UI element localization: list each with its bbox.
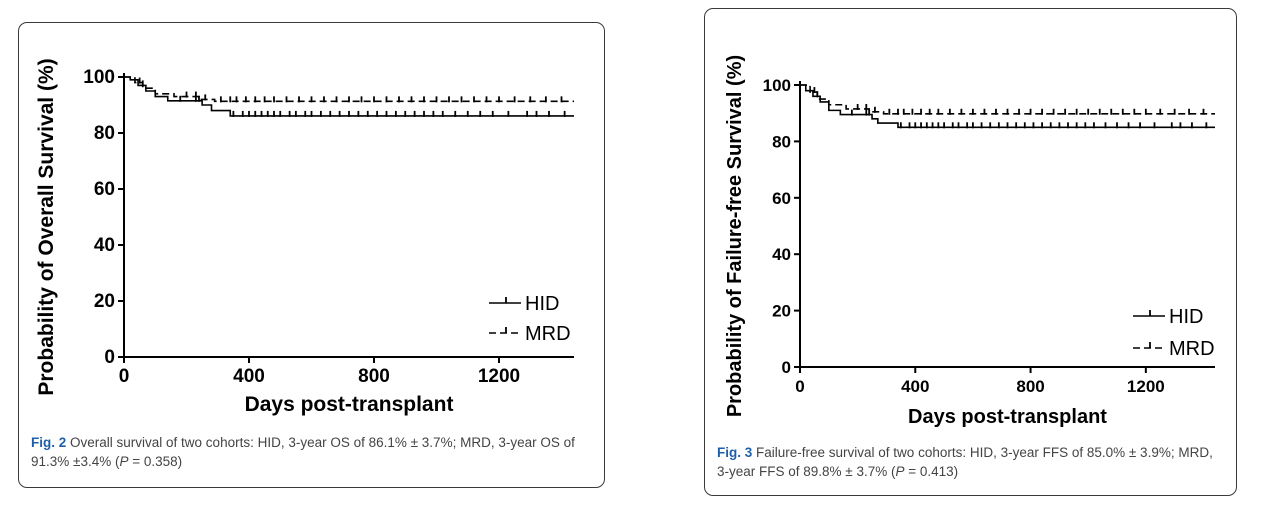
figure-3-panel: 0 20 40 60 80 100 0 400 800 1200 Days post-transpl… — [704, 8, 1237, 496]
y-tick-label: 80 — [94, 123, 115, 144]
y-tick-label: 40 — [772, 245, 791, 264]
x-tick-label: 1200 — [478, 366, 520, 387]
x-axis-title: Days post-transplant — [245, 393, 454, 416]
y-tick-label: 60 — [94, 179, 115, 200]
y-tick-label: 60 — [772, 189, 791, 208]
series-line-mrd — [124, 76, 574, 103]
figure-3-caption: Fig. 3 Failure-free survival of two coho… — [717, 443, 1227, 481]
figure-label: Fig. 3 — [717, 445, 753, 460]
legend-label-mrd: MRD — [525, 323, 571, 345]
legend-label-mrd: MRD — [1169, 338, 1215, 360]
y-axis-title: Probability of Failure-free Survival (%) — [724, 55, 746, 417]
y-axis-title: Probability of Overall Survival (%) — [35, 58, 58, 395]
y-tick-label: 100 — [763, 76, 791, 95]
failure-free-survival-chart: 0 20 40 60 80 100 0 400 800 1200 Days post-transpl… — [724, 55, 1215, 428]
x-tick-label: 400 — [233, 366, 265, 387]
legend-label-hid: HID — [525, 293, 559, 315]
series-line-hid — [800, 84, 1215, 129]
figure-label: Fig. 2 — [31, 435, 67, 450]
y-tick-label: 20 — [772, 302, 791, 321]
x-tick-label: 0 — [119, 366, 130, 387]
y-tick-label: 20 — [94, 291, 115, 312]
y-tick-label: 0 — [104, 347, 115, 368]
x-tick-label: 800 — [1016, 377, 1044, 396]
x-tick-label: 1200 — [1127, 377, 1165, 396]
y-tick-label: 40 — [94, 235, 115, 256]
x-tick-label: 800 — [358, 366, 390, 387]
caption-text-end: = 0.413) — [904, 464, 959, 479]
y-tick-label: 100 — [83, 67, 115, 88]
figure-2-panel: 0 20 40 60 80 100 0 400 800 1200 Days post-transpl… — [18, 22, 605, 488]
caption-text: Failure-free survival of two cohorts: HI… — [717, 445, 1213, 479]
x-tick-label: 400 — [901, 377, 929, 396]
p-label: P — [895, 464, 905, 479]
legend-label-hid: HID — [1169, 306, 1203, 328]
series-line-hid — [124, 76, 574, 117]
x-axis-title: Days post-transplant — [908, 406, 1107, 428]
p-label: P — [119, 454, 129, 469]
y-tick-label: 0 — [782, 358, 791, 377]
overall-survival-chart: 0 20 40 60 80 100 0 400 800 1200 Days post-transpl… — [35, 58, 574, 416]
figure-2-caption: Fig. 2 Overall survival of two cohorts: … — [31, 433, 596, 471]
caption-text: Overall survival of two cohorts: HID, 3-… — [31, 435, 575, 469]
y-tick-label: 80 — [772, 132, 791, 151]
caption-text-end: = 0.358) — [128, 454, 183, 469]
x-tick-label: 0 — [795, 377, 804, 396]
series-line-mrd — [800, 84, 1215, 115]
